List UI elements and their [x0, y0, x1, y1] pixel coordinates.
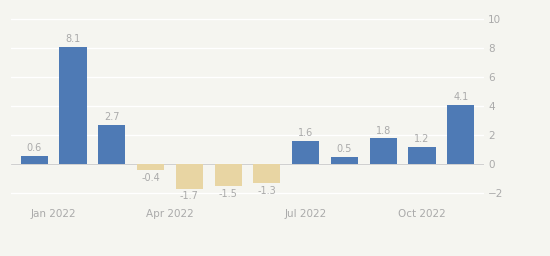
Text: 1.6: 1.6: [298, 129, 314, 138]
Bar: [254, 164, 280, 183]
Bar: [59, 47, 86, 164]
Text: 8.1: 8.1: [65, 34, 81, 44]
Text: 0.6: 0.6: [26, 143, 42, 153]
Bar: [98, 125, 125, 164]
Bar: [176, 164, 203, 189]
Text: -1.3: -1.3: [257, 186, 276, 196]
Bar: [292, 141, 319, 164]
Text: -1.7: -1.7: [180, 191, 199, 201]
Bar: [370, 138, 397, 164]
Text: 1.8: 1.8: [376, 125, 391, 135]
Bar: [447, 105, 474, 164]
Bar: [21, 156, 48, 164]
Bar: [214, 164, 241, 186]
Text: 4.1: 4.1: [453, 92, 469, 102]
Text: -1.5: -1.5: [219, 189, 238, 199]
Text: 1.2: 1.2: [414, 134, 430, 144]
Text: -0.4: -0.4: [141, 173, 160, 183]
Bar: [409, 147, 436, 164]
Text: 0.5: 0.5: [337, 144, 352, 154]
Bar: [137, 164, 164, 170]
Text: 2.7: 2.7: [104, 112, 119, 122]
Bar: [331, 157, 358, 164]
